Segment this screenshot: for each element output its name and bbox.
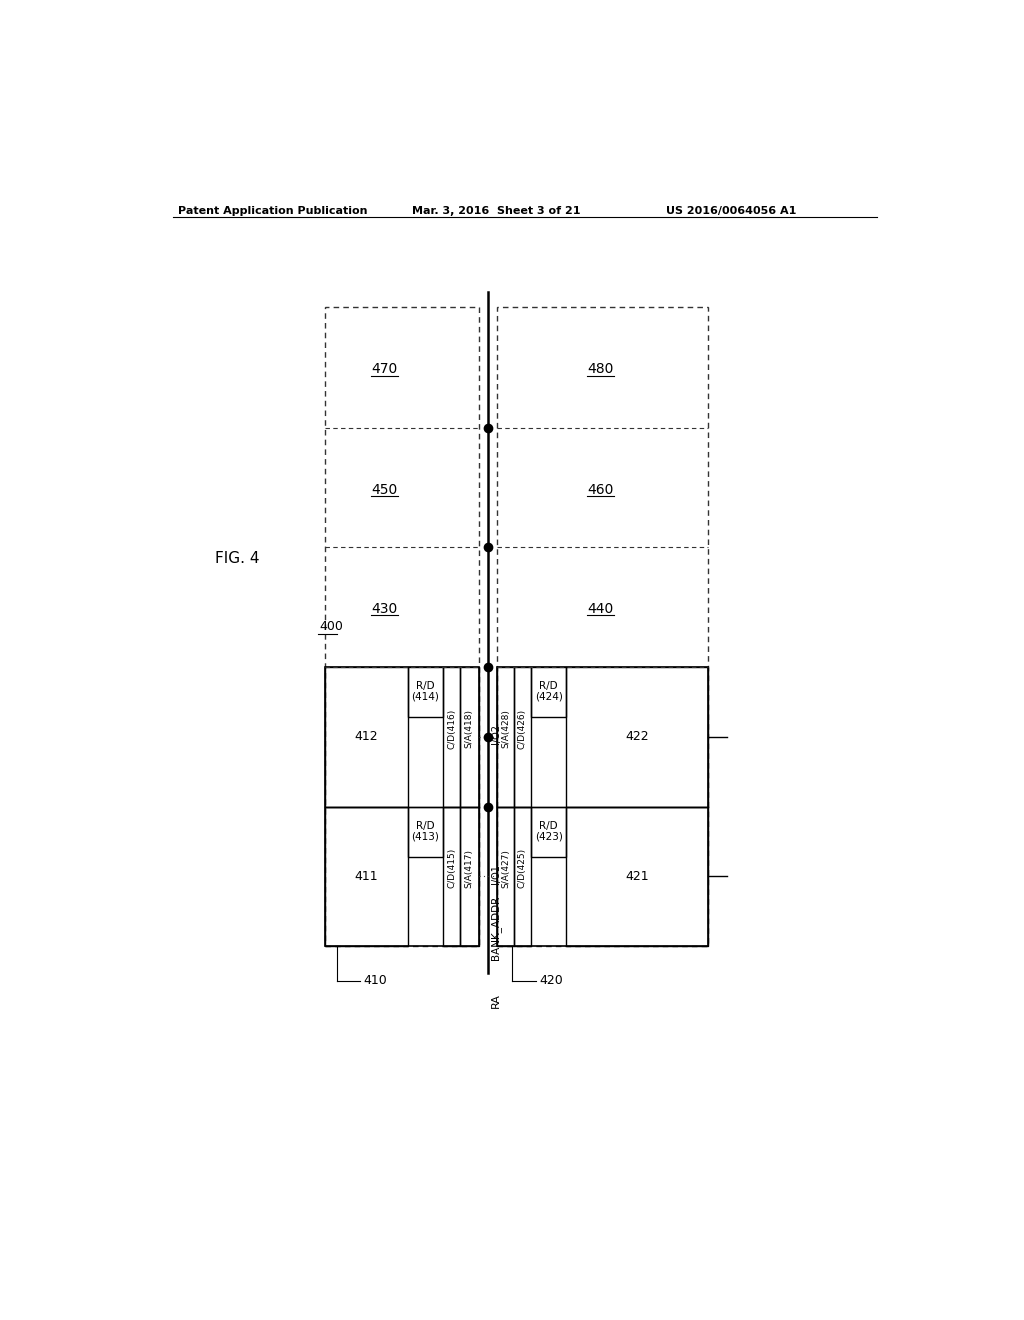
Text: BANK_ADDR: BANK_ADDR [490, 896, 501, 960]
Text: 412: 412 [354, 730, 378, 743]
Text: S/A(428): S/A(428) [501, 710, 510, 748]
Bar [514, 667, 531, 807]
Bar [326, 308, 478, 946]
Text: 480: 480 [587, 363, 613, 376]
Bar [514, 807, 531, 946]
Text: Mar. 3, 2016  Sheet 3 of 21: Mar. 3, 2016 Sheet 3 of 21 [412, 206, 581, 216]
Bar [497, 667, 514, 807]
Bar [566, 667, 708, 807]
Text: 460: 460 [587, 483, 613, 496]
Bar [460, 667, 478, 807]
Bar [531, 807, 566, 857]
Bar [326, 667, 478, 946]
Text: (424): (424) [535, 692, 562, 702]
Text: I/O1: I/O1 [490, 863, 501, 884]
Bar [408, 667, 443, 717]
Text: C/D(425): C/D(425) [518, 849, 527, 888]
Text: 400: 400 [319, 620, 343, 634]
Text: C/D(426): C/D(426) [518, 709, 527, 748]
Text: 430: 430 [372, 602, 397, 616]
Text: R/D: R/D [416, 681, 435, 690]
Text: R/D: R/D [416, 821, 435, 832]
Text: C/D(416): C/D(416) [447, 709, 456, 748]
Bar [460, 807, 478, 946]
Text: (423): (423) [535, 832, 562, 842]
Text: S/A(418): S/A(418) [465, 709, 474, 748]
Text: C/D(415): C/D(415) [447, 849, 456, 888]
Text: Patent Application Publication: Patent Application Publication [178, 206, 368, 216]
Text: R/D: R/D [540, 681, 558, 690]
Text: FIG. 4: FIG. 4 [215, 552, 260, 566]
Text: 440: 440 [587, 602, 613, 616]
Text: 410: 410 [364, 974, 388, 987]
Bar [443, 807, 460, 946]
Bar [497, 667, 708, 946]
Text: 421: 421 [626, 870, 649, 883]
Text: S/A(417): S/A(417) [465, 849, 474, 888]
Text: (413): (413) [412, 832, 439, 842]
Text: 420: 420 [540, 974, 563, 987]
Text: R/D: R/D [540, 821, 558, 832]
Bar [497, 308, 708, 946]
Text: 450: 450 [372, 483, 397, 496]
Bar [408, 807, 443, 857]
Bar [497, 807, 514, 946]
Text: (414): (414) [412, 692, 439, 702]
Bar [326, 667, 408, 807]
Bar [531, 667, 566, 717]
Text: S/A(427): S/A(427) [501, 849, 510, 888]
Text: I/O2: I/O2 [490, 725, 501, 744]
Text: 470: 470 [372, 363, 397, 376]
Bar [326, 807, 408, 946]
Bar [566, 807, 708, 946]
Text: RA: RA [490, 993, 501, 1007]
Text: US 2016/0064056 A1: US 2016/0064056 A1 [666, 206, 796, 216]
Bar [443, 667, 460, 807]
Text: 411: 411 [354, 870, 378, 883]
Text: 422: 422 [626, 730, 649, 743]
